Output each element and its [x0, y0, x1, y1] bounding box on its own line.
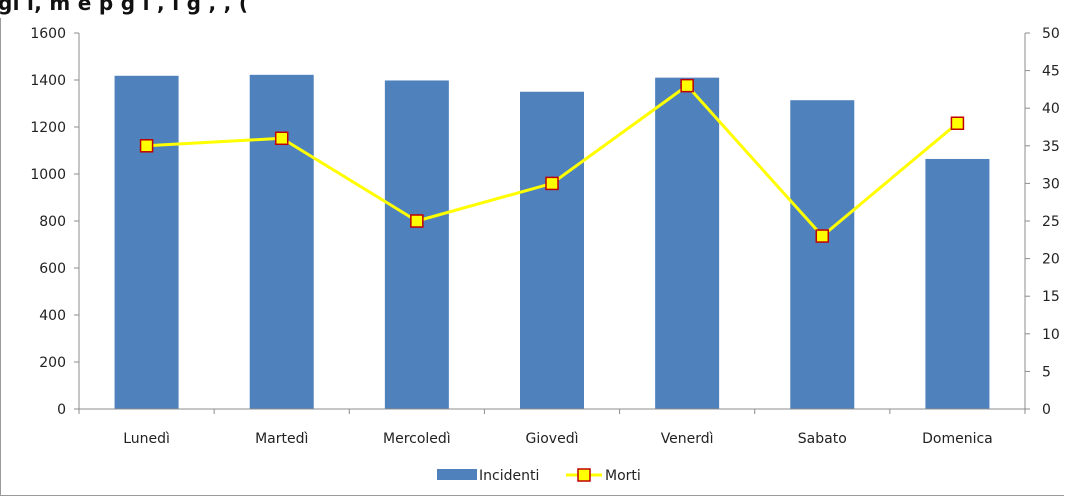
bar-incidenti-4 — [520, 91, 584, 409]
x-category-label: Lunedì — [123, 431, 170, 447]
x-category-label: Venerdì — [661, 431, 714, 447]
right-tick-label: 35 — [1042, 139, 1060, 155]
left-tick-label: 1000 — [30, 167, 66, 183]
legend-swatch-morti-marker — [577, 468, 591, 482]
bar-incidenti-2 — [249, 74, 314, 409]
right-tick-label: 5 — [1042, 364, 1051, 380]
bar-incidenti-5 — [655, 77, 720, 410]
chart-title-fragment-text: gi i, m e p g i , i g , , ( — [0, 0, 249, 15]
right-y-axis: 0 5 10 15 20 25 30 35 40 45 50 — [1024, 26, 1060, 418]
x-category-label: Sabato — [798, 431, 847, 447]
legend: Incidenti Morti — [437, 468, 641, 484]
chart-title-fragment: gi i, m e p g i , i g , , ( — [0, 0, 1065, 18]
x-category-label: Domenica — [922, 431, 993, 447]
bar-incidenti-3 — [384, 80, 449, 409]
morti-line — [139, 78, 965, 243]
left-tick-label: 600 — [39, 261, 66, 277]
x-category-label: Mercoledì — [383, 431, 451, 447]
morti-point-2 — [274, 131, 289, 146]
right-tick-label: 45 — [1042, 64, 1060, 80]
morti-point-7 — [950, 116, 965, 130]
bar-incidenti-1 — [114, 75, 179, 410]
right-tick-label: 10 — [1042, 327, 1060, 343]
right-tick-label: 50 — [1042, 26, 1060, 42]
left-tick-label: 1400 — [30, 73, 66, 89]
x-category-label: Giovedì — [526, 431, 579, 447]
left-tick-label: 1600 — [30, 26, 66, 42]
morti-point-3 — [410, 214, 424, 228]
incidenti-bars — [114, 74, 990, 410]
left-tick-label: 800 — [39, 214, 66, 230]
right-tick-label: 0 — [1042, 402, 1051, 418]
legend-label-incidenti: Incidenti — [479, 468, 539, 484]
right-tick-label: 20 — [1042, 252, 1060, 268]
left-tick-label: 400 — [39, 308, 66, 324]
left-y-axis: 0 200 400 600 800 1000 1200 1400 1600 — [30, 26, 80, 418]
morti-point-4 — [545, 176, 559, 191]
morti-point-1 — [139, 139, 154, 153]
x-axis: Lunedì Martedì Mercoledì Giovedì Venerdì Saba… — [78, 408, 1026, 447]
right-tick-label: 40 — [1042, 101, 1060, 117]
left-tick-label: 1200 — [30, 120, 66, 136]
bar-incidenti-7 — [925, 158, 990, 409]
right-tick-label: 25 — [1042, 214, 1060, 230]
right-tick-label: 30 — [1042, 176, 1060, 192]
right-tick-label: 15 — [1042, 289, 1060, 305]
morti-point-5 — [680, 78, 694, 93]
left-tick-label: 200 — [39, 355, 66, 371]
bar-incidenti-6 — [790, 100, 855, 410]
legend-swatch-incidenti — [437, 469, 477, 480]
morti-point-6 — [815, 229, 830, 243]
legend-label-morti: Morti — [605, 468, 641, 484]
chart-frame — [0, 18, 1064, 496]
x-category-label: Martedì — [255, 431, 308, 447]
left-tick-label: 0 — [57, 402, 66, 418]
